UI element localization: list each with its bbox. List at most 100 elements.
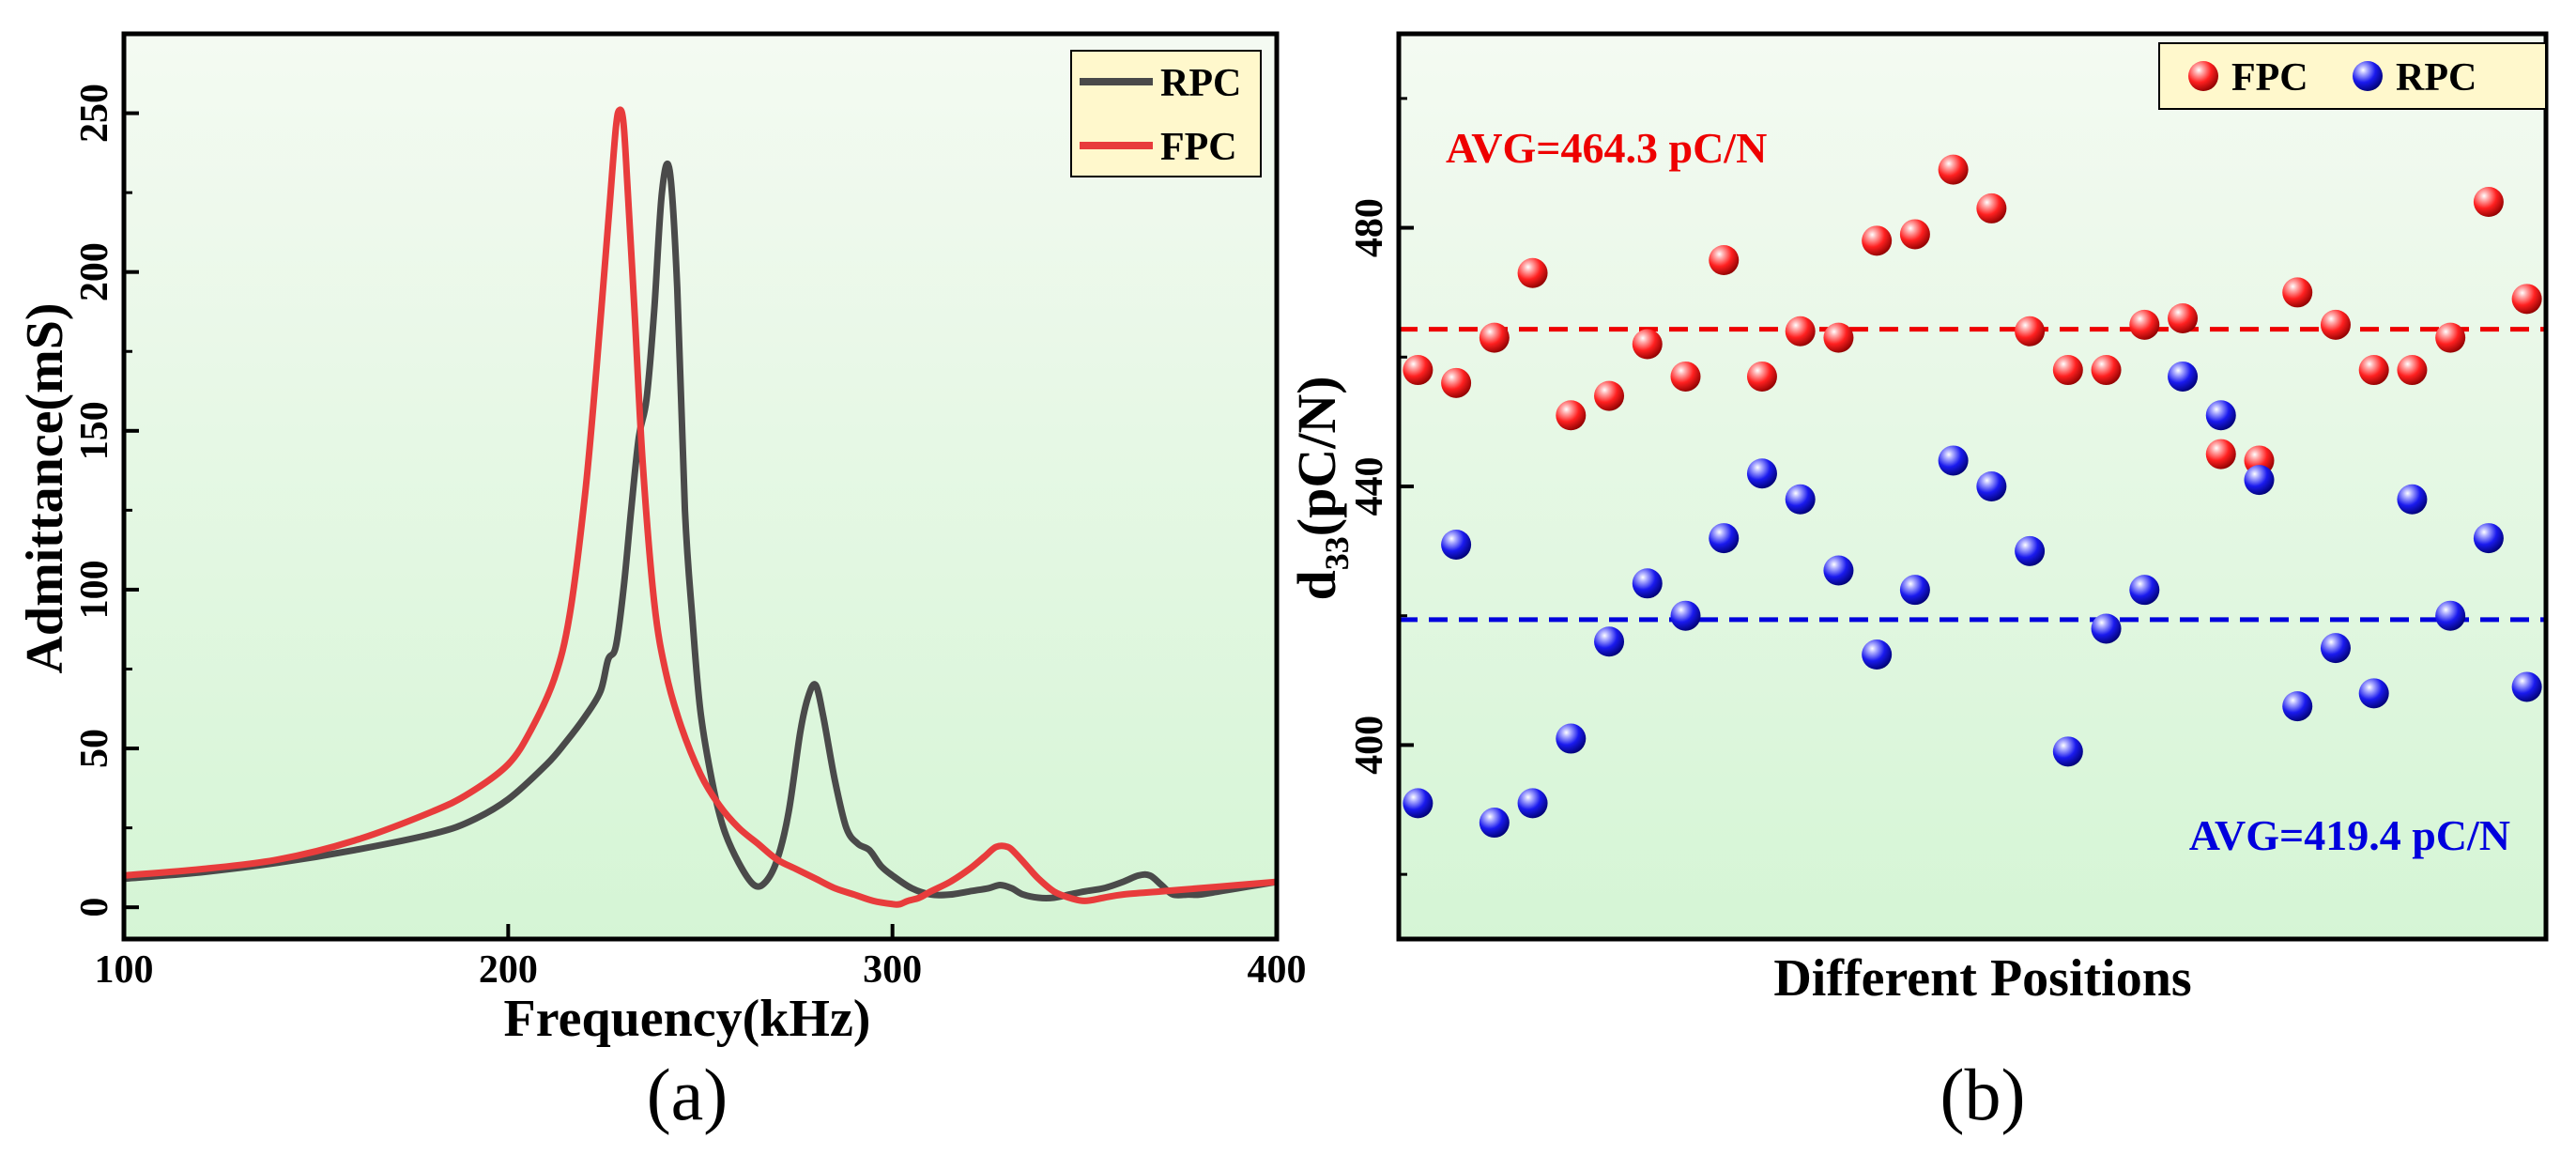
y-tick-label: 200 (73, 242, 116, 301)
point-fpc (1632, 329, 1663, 360)
point-fpc (1670, 361, 1701, 392)
point-rpc (1709, 523, 1740, 554)
point-rpc (1823, 555, 1854, 586)
point-fpc (2205, 439, 2236, 470)
legend-shadow-a (1070, 50, 1262, 177)
point-rpc (2511, 671, 2542, 702)
y-axis-label-b-main: d (1286, 570, 1347, 600)
point-rpc (1938, 445, 1969, 476)
point-rpc (1862, 639, 1893, 670)
point-fpc (2435, 322, 2466, 353)
panel-caption-a: (a) (647, 1054, 728, 1135)
point-fpc (2052, 355, 2083, 386)
legend-label-rpc-b: RPC (2396, 56, 2476, 100)
point-fpc (2358, 355, 2389, 386)
y-tick-label: 150 (73, 401, 116, 460)
point-rpc (2168, 361, 2199, 392)
point-rpc (2397, 484, 2428, 515)
axes-frame-a (121, 31, 1280, 942)
point-fpc (1746, 361, 1777, 392)
series-line-fpc (124, 106, 1277, 908)
point-fpc (2282, 277, 2313, 308)
legend-label-fpc: FPC (1160, 126, 1237, 169)
y-axis-label-b: d33(pC/N) (1286, 376, 1356, 600)
point-fpc (1823, 322, 1854, 353)
point-fpc (1899, 219, 1930, 250)
y-tick-label: 250 (73, 84, 116, 143)
point-rpc (1746, 458, 1777, 489)
point-rpc (1632, 568, 1663, 599)
point-fpc (2129, 309, 2160, 340)
point-fpc (1938, 154, 1969, 185)
avg-label-rpc: AVG=419.4 pC/N (2189, 811, 2510, 859)
point-rpc (2244, 465, 2275, 496)
panel-a: 100 200 300 400 0 50 100 150 200 250 RPC FPC Freq… (16, 31, 1307, 1135)
point-rpc (2205, 400, 2236, 431)
y-axis-label-b-rest: (pC/N) (1286, 376, 1347, 536)
point-rpc (2320, 633, 2351, 664)
point-rpc (2129, 575, 2160, 606)
legend-a: RPC FPC (1070, 50, 1262, 177)
x-tick-label: 300 (863, 948, 922, 992)
y-axis-label-a: Admittance(mS) (16, 302, 74, 673)
point-rpc (1594, 626, 1625, 657)
legend-frame-b (2158, 42, 2547, 110)
point-rpc (2052, 736, 2083, 767)
point-fpc (1709, 245, 1740, 275)
x-axis-label-b: Different Positions (1773, 949, 2191, 1008)
point-rpc (1479, 808, 1510, 839)
point-rpc (1976, 471, 2007, 501)
y-tick-label: 50 (73, 729, 116, 768)
point-rpc (1670, 600, 1701, 631)
point-fpc (1785, 316, 1816, 346)
point-rpc (2435, 600, 2466, 631)
point-rpc (1441, 529, 1472, 560)
y-axis-label-b-sub: 33 (1318, 536, 1356, 570)
legend-label-fpc-b: FPC (2231, 56, 2308, 100)
point-rpc (2473, 523, 2504, 554)
legend-marker-rpc (2353, 61, 2383, 91)
point-fpc (2473, 187, 2504, 218)
point-fpc (2091, 355, 2122, 386)
point-fpc (1517, 257, 1548, 288)
y-tick-label-b: 440 (1348, 457, 1391, 516)
panel-caption-b: (b) (1940, 1054, 2026, 1135)
point-fpc (2320, 309, 2351, 340)
point-fpc (2511, 284, 2542, 315)
point-rpc (2015, 535, 2046, 566)
x-tick-label: 100 (95, 948, 154, 992)
x-tick-label: 400 (1248, 948, 1307, 992)
point-rpc (1403, 788, 1434, 819)
point-rpc (1556, 723, 1587, 754)
avg-label-fpc: AVG=464.3 pC/N (1446, 124, 1767, 172)
point-fpc (1976, 192, 2007, 223)
legend-label-rpc: RPC (1160, 62, 1241, 105)
point-fpc (1479, 322, 1510, 353)
y-tick-label: 0 (73, 898, 116, 917)
point-fpc (2015, 316, 2046, 346)
x-axis-label-a: Frequency(kHz) (504, 990, 871, 1048)
y-tick-label-b: 400 (1348, 716, 1391, 775)
point-rpc (2358, 678, 2389, 709)
legend-marker-fpc (2188, 61, 2218, 91)
series-line-rpc (124, 160, 1277, 901)
x-tick-label: 200 (479, 948, 538, 992)
point-rpc (2282, 691, 2313, 722)
point-fpc (1441, 367, 1472, 398)
plot-area-b (1399, 34, 2546, 939)
point-fpc (1403, 355, 1434, 386)
legend-box-a (1071, 51, 1261, 177)
y-tick-label-b: 480 (1348, 198, 1391, 257)
legend-b: FPC RPC (2158, 42, 2547, 110)
point-fpc (1594, 380, 1625, 411)
point-rpc (2091, 613, 2122, 644)
point-fpc (1862, 225, 1893, 256)
point-fpc (2397, 355, 2428, 386)
point-fpc (1556, 400, 1587, 431)
point-rpc (1899, 575, 1930, 606)
point-fpc (2168, 302, 2199, 333)
plot-area-a (124, 34, 1277, 939)
point-rpc (1785, 484, 1816, 515)
